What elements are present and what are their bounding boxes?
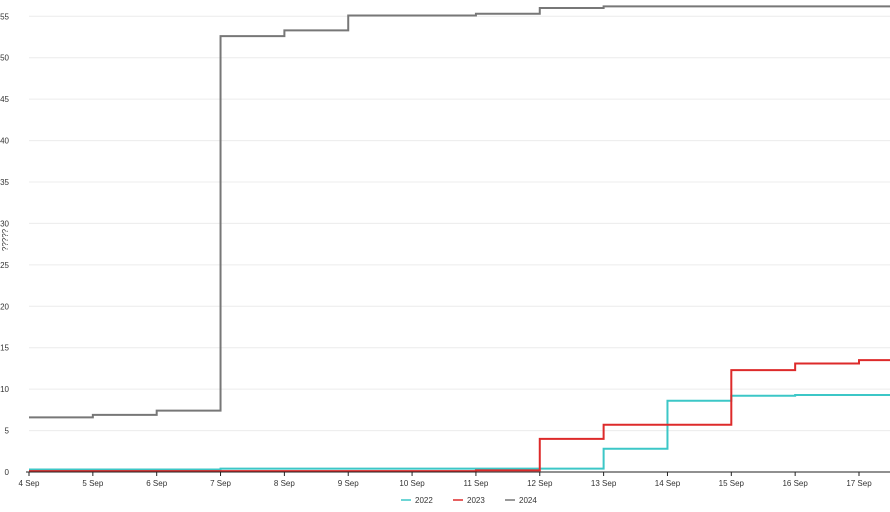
grid-lines [29, 15, 890, 432]
y-tick-label: 20 [0, 302, 9, 311]
x-tick-label: 17 Sep [846, 479, 872, 488]
y-tick-label: 15 [0, 344, 9, 353]
x-tick-label: 4 Sep [19, 479, 40, 488]
y-tick-label: 10 [0, 385, 9, 394]
x-tick-label: 9 Sep [338, 479, 359, 488]
y-tick-label: 0 [5, 468, 10, 477]
y-tick-label: 45 [0, 95, 9, 104]
x-tick-label: 15 Sep [719, 479, 745, 488]
y-tick-label: 55 [0, 12, 9, 21]
series-line-2023 [29, 359, 890, 473]
x-tick-label: 13 Sep [591, 479, 617, 488]
x-tick-label: 16 Sep [782, 479, 808, 488]
x-tick-label: 14 Sep [655, 479, 681, 488]
legend: 2022 2023 2024 [401, 496, 537, 505]
series-line-2022 [29, 393, 890, 471]
y-tick-label: 50 [0, 54, 9, 63]
legend-label: 2022 [415, 496, 433, 505]
axes: 0 5 10 15 20 25 30 35 40 45 50 55 4 Sep 5 Sep 6 Sep 7 S… [0, 12, 890, 488]
legend-label: 2024 [519, 496, 537, 505]
y-tick-label: 5 [5, 427, 10, 436]
x-tick-label: 8 Sep [274, 479, 295, 488]
x-tick-label: 11 Sep [464, 479, 489, 488]
y-tick-label: 30 [0, 219, 9, 228]
y-tick-label: 35 [0, 178, 9, 187]
series-line-2024 [29, 5, 890, 419]
y-axis-label: ????? [1, 228, 10, 251]
x-tick-label: 7 Sep [210, 479, 231, 488]
x-tick-label: 6 Sep [146, 479, 167, 488]
y-tick-label: 25 [0, 261, 9, 270]
series-lines [29, 5, 890, 473]
legend-label: 2023 [467, 496, 485, 505]
x-tick-label: 10 Sep [399, 479, 425, 488]
x-tick-label: 12 Sep [527, 479, 553, 488]
y-tick-label: 40 [0, 137, 9, 146]
x-tick-label: 5 Sep [82, 479, 103, 488]
